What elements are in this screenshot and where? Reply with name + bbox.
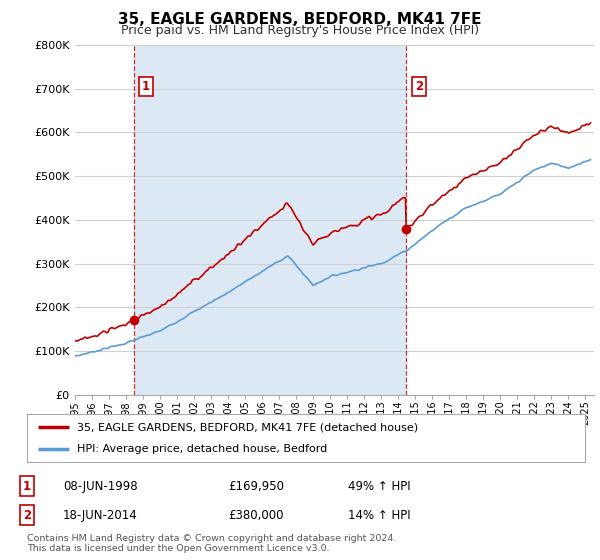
Text: 08-JUN-1998: 08-JUN-1998 <box>63 479 137 493</box>
Text: 1: 1 <box>142 80 150 94</box>
Text: HPI: Average price, detached house, Bedford: HPI: Average price, detached house, Bedf… <box>77 444 328 454</box>
Text: Price paid vs. HM Land Registry's House Price Index (HPI): Price paid vs. HM Land Registry's House … <box>121 24 479 36</box>
Text: 2: 2 <box>415 80 423 94</box>
Text: 1: 1 <box>23 479 31 493</box>
Text: 14% ↑ HPI: 14% ↑ HPI <box>348 508 410 522</box>
Text: £380,000: £380,000 <box>228 508 284 522</box>
Text: 49% ↑ HPI: 49% ↑ HPI <box>348 479 410 493</box>
Text: 35, EAGLE GARDENS, BEDFORD, MK41 7FE: 35, EAGLE GARDENS, BEDFORD, MK41 7FE <box>118 12 482 27</box>
Bar <box>134 45 406 395</box>
Text: 2: 2 <box>23 508 31 522</box>
Text: £169,950: £169,950 <box>228 479 284 493</box>
Text: Contains HM Land Registry data © Crown copyright and database right 2024.
This d: Contains HM Land Registry data © Crown c… <box>27 534 397 553</box>
Text: 35, EAGLE GARDENS, BEDFORD, MK41 7FE (detached house): 35, EAGLE GARDENS, BEDFORD, MK41 7FE (de… <box>77 422 418 432</box>
Text: 18-JUN-2014: 18-JUN-2014 <box>63 508 138 522</box>
